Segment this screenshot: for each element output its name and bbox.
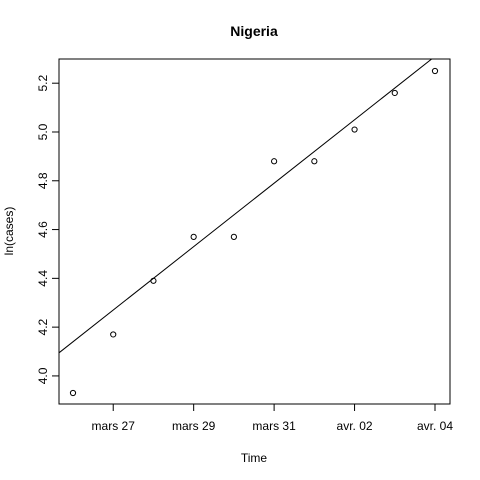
data-point — [271, 158, 278, 165]
x-tick-label: avr. 04 — [417, 419, 453, 433]
y-axis-label: ln(cases) — [2, 207, 16, 256]
y-tick-label: 5.0 — [36, 123, 50, 140]
x-tick-label: mars 29 — [172, 419, 216, 433]
data-point — [69, 389, 77, 397]
data-point — [311, 158, 318, 165]
y-tick-label: 4.0 — [36, 367, 50, 384]
x-axis-label: Time — [241, 451, 268, 465]
chart-title: Nigeria — [230, 23, 278, 39]
x-tick-label: avr. 02 — [337, 419, 373, 433]
data-point — [391, 89, 398, 97]
data-point — [431, 67, 439, 75]
data-point — [150, 277, 157, 284]
data-point — [351, 126, 358, 133]
fit-line-group — [59, 59, 433, 354]
data-point — [190, 233, 197, 240]
y-tick-label: 4.2 — [36, 318, 50, 335]
data-point — [230, 233, 237, 240]
plot-box — [58, 58, 451, 405]
y-tick-label: 4.4 — [36, 270, 50, 287]
data-point — [110, 331, 117, 338]
y-tick-label: 4.6 — [36, 221, 50, 238]
data-points — [69, 67, 439, 397]
x-tick-label: mars 31 — [252, 419, 296, 433]
y-tick-label: 4.8 — [36, 172, 50, 189]
x-tick-label: mars 27 — [92, 419, 136, 433]
fit-line — [59, 59, 433, 354]
y-axis: 4.0 4.2 4.4 4.6 4.8 5.0 5.2 — [36, 75, 59, 384]
x-axis: mars 27 mars 29 mars 31 avr. 02 avr. 04 — [92, 404, 453, 433]
y-tick-label: 5.2 — [36, 75, 50, 92]
